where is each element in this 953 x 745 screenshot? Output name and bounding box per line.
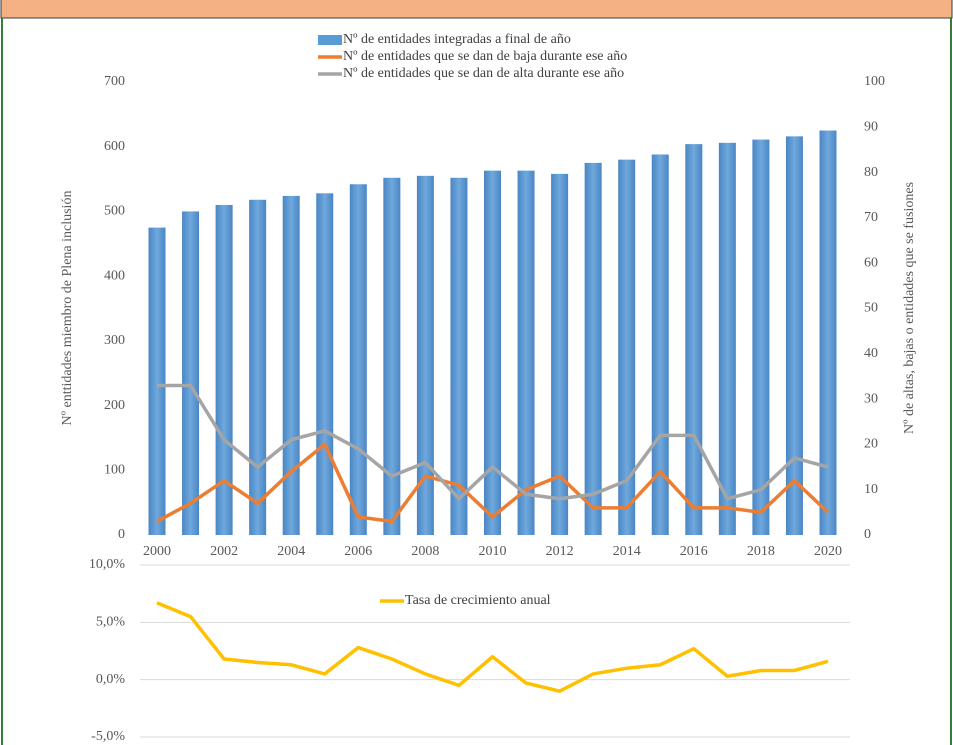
bar bbox=[752, 139, 770, 536]
bar bbox=[618, 159, 636, 535]
y2-tick-label: 10 bbox=[864, 482, 878, 497]
y2-tick-label: 70 bbox=[864, 210, 878, 225]
bar bbox=[282, 195, 300, 535]
bar bbox=[551, 173, 569, 535]
bar bbox=[517, 170, 535, 535]
y-tick-label: 5,0% bbox=[96, 615, 126, 630]
y2-tick-label: 30 bbox=[864, 391, 878, 406]
y-tick-label: 700 bbox=[104, 74, 125, 89]
y-tick-label: 0 bbox=[118, 527, 125, 542]
y-tick-label: 500 bbox=[104, 204, 125, 219]
y-tick-label: 10,0% bbox=[89, 557, 126, 572]
y2-tick-label: 40 bbox=[864, 346, 878, 361]
bar bbox=[182, 211, 200, 535]
y2-axis-label: Nº de altas, bajas o entidades que se fu… bbox=[902, 182, 917, 434]
x-tick-label: 2006 bbox=[344, 544, 372, 559]
y-tick-label: 200 bbox=[104, 398, 125, 413]
x-tick-label: 2008 bbox=[411, 544, 439, 559]
x-tick-label: 2000 bbox=[143, 544, 171, 559]
y2-tick-label: 60 bbox=[864, 255, 878, 270]
x-tick-label: 2016 bbox=[680, 544, 708, 559]
bar bbox=[484, 170, 501, 535]
bar bbox=[819, 130, 837, 536]
series-line bbox=[157, 383, 829, 501]
y2-tick-label: 50 bbox=[864, 301, 878, 316]
x-tick-label: 2012 bbox=[546, 544, 574, 559]
y2-tick-label: 100 bbox=[864, 74, 885, 89]
x-tick-label: 2014 bbox=[613, 544, 641, 559]
bar bbox=[215, 204, 233, 535]
bar bbox=[584, 162, 602, 535]
y-tick-label: 0,0% bbox=[96, 672, 126, 687]
legend-label: Nº de entidades que se dan de baja duran… bbox=[343, 49, 627, 64]
bar bbox=[685, 144, 703, 535]
bar bbox=[416, 175, 434, 536]
bar bbox=[249, 199, 267, 535]
x-tick-label: 2018 bbox=[747, 544, 775, 559]
bar bbox=[450, 177, 468, 535]
y-tick-label: 300 bbox=[104, 333, 125, 348]
x-tick-label: 2004 bbox=[277, 544, 305, 559]
bar bbox=[349, 184, 367, 535]
y2-tick-label: 0 bbox=[864, 527, 871, 542]
y-axis-label: Nº enttidades miembro de Plena inclusión bbox=[60, 191, 75, 426]
legend-label: Nº de entidades integradas a final de añ… bbox=[343, 32, 571, 47]
y-tick-label: 600 bbox=[104, 139, 125, 154]
y2-tick-label: 90 bbox=[864, 120, 878, 135]
y-tick-label: 100 bbox=[104, 463, 125, 478]
bar bbox=[148, 227, 166, 535]
header-bar bbox=[0, 0, 953, 19]
y-tick-label: 400 bbox=[104, 268, 125, 283]
x-tick-label: 2020 bbox=[814, 544, 842, 559]
y2-tick-label: 20 bbox=[864, 437, 878, 452]
legend-label: Tasa de crecimiento anual bbox=[405, 593, 551, 608]
series-line bbox=[156, 442, 830, 524]
y2-tick-label: 80 bbox=[864, 165, 878, 180]
legend-label: Nº de entidades que se dan de alta duran… bbox=[343, 66, 624, 81]
bar bbox=[316, 193, 334, 535]
bar bbox=[383, 177, 401, 535]
bar bbox=[785, 136, 803, 536]
bar bbox=[718, 142, 736, 535]
y-tick-label: -5,0% bbox=[91, 729, 125, 744]
series-line bbox=[156, 601, 829, 693]
x-tick-label: 2010 bbox=[479, 544, 507, 559]
x-tick-label: 2002 bbox=[210, 544, 238, 559]
legend-swatch bbox=[318, 35, 342, 45]
